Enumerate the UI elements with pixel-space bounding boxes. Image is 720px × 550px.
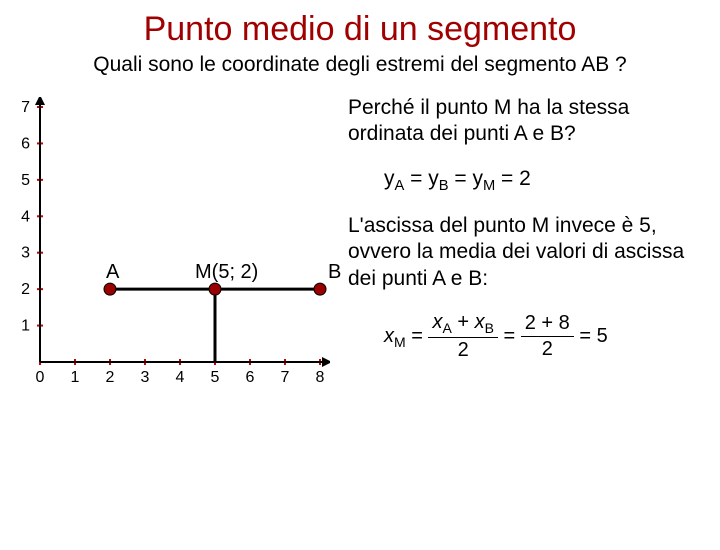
- svg-text:8: 8: [316, 369, 325, 386]
- svg-text:7: 7: [21, 99, 30, 116]
- svg-text:5: 5: [211, 369, 220, 386]
- point-label-M: M(5; 2): [195, 261, 258, 284]
- page-title: Punto medio di un segmento: [0, 10, 720, 49]
- svg-text:3: 3: [141, 369, 150, 386]
- svg-text:5: 5: [21, 172, 30, 189]
- svg-text:1: 1: [21, 318, 30, 335]
- subtitle: Quali sono le coordinate degli estremi d…: [0, 53, 720, 77]
- coordinate-chart: 0 1 2 3 4 5 6 7 8 1 2 3 4 5 6 7: [10, 97, 330, 390]
- point-label-A: A: [106, 261, 119, 284]
- svg-text:4: 4: [21, 208, 30, 225]
- svg-text:2: 2: [106, 369, 115, 386]
- svg-text:6: 6: [246, 369, 255, 386]
- svg-text:2: 2: [21, 281, 30, 298]
- paragraph-1: Perché il punto M ha la stessa ordinata …: [348, 95, 710, 148]
- svg-text:3: 3: [21, 245, 30, 262]
- equation-y: yA = yB = yM = 2: [384, 166, 710, 196]
- svg-text:1: 1: [71, 369, 80, 386]
- svg-text:0: 0: [36, 369, 45, 386]
- paragraph-2: L'ascissa del punto M invece è 5, ovvero…: [348, 213, 710, 292]
- point-label-B: B: [328, 261, 341, 284]
- chart-container: 0123456781234567 AM(5; 2)B: [10, 89, 330, 390]
- svg-text:4: 4: [176, 369, 185, 386]
- svg-text:7: 7: [281, 369, 290, 386]
- formula-xm: xM = xA + xB 2 = 2 + 8 2 = 5: [384, 310, 710, 364]
- svg-text:6: 6: [21, 135, 30, 152]
